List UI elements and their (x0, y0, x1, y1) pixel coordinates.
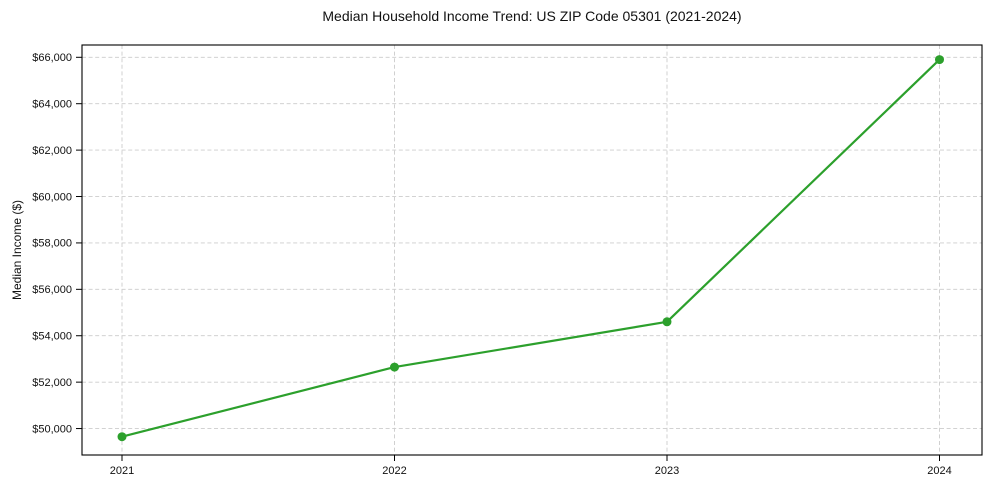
y-tick-label: $50,000 (32, 423, 72, 435)
x-tick-label: 2021 (110, 465, 134, 477)
data-point-2022 (390, 362, 399, 372)
y-tick-label: $52,000 (32, 377, 72, 389)
y-tick-label: $62,000 (32, 145, 72, 157)
x-tick-label: 2024 (927, 465, 951, 477)
y-tick-label: $60,000 (32, 191, 72, 203)
data-point-2023 (662, 317, 672, 327)
x-tick-label: 2022 (382, 465, 406, 477)
x-tick-label: 2023 (655, 465, 679, 477)
plot-border (81, 44, 983, 456)
y-tick-label: $58,000 (32, 238, 72, 250)
y-tick-label: $56,000 (32, 284, 72, 296)
trend-line (120, 58, 941, 438)
y-tick-label: $54,000 (32, 331, 72, 343)
chart-title: Median Household Income Trend: US ZIP Co… (322, 8, 742, 24)
y-tick-label: $66,000 (32, 52, 72, 64)
y-tick-label: $64,000 (32, 99, 72, 111)
data-point-2021 (117, 432, 127, 442)
data-point-2024 (935, 55, 944, 65)
